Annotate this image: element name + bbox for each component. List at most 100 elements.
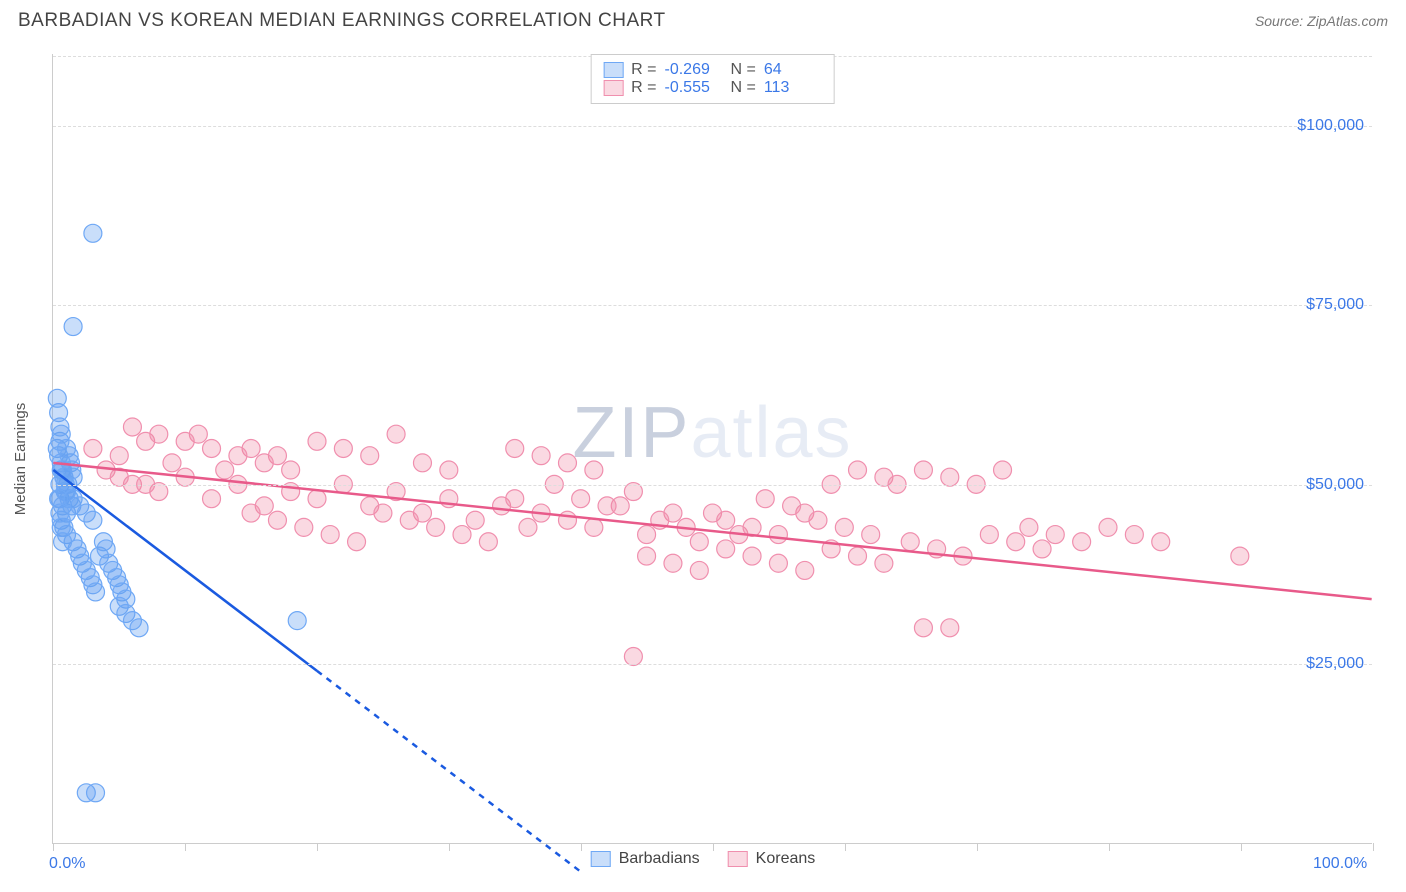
stat-r-value: -0.555 [665,79,723,97]
data-point [849,461,867,479]
y-tick-label: $25,000 [1306,655,1364,673]
legend-swatch [603,62,623,78]
data-point [1152,533,1170,551]
gridline [53,305,1372,306]
data-point [176,432,194,450]
data-point [87,583,105,601]
data-point [268,511,286,529]
x-tick [1373,843,1374,851]
data-point [914,461,932,479]
legend-item: Barbadians [591,850,700,868]
data-point [585,461,603,479]
data-point [941,468,959,486]
y-tick-label: $50,000 [1306,476,1364,494]
data-point [598,497,616,515]
legend-swatch [603,80,623,96]
x-tick [317,843,318,851]
data-point [756,490,774,508]
data-point [229,447,247,465]
data-point [479,533,497,551]
x-tick-label: 100.0% [1313,855,1367,873]
data-point [1231,547,1249,565]
chart-title: BARBADIAN VS KOREAN MEDIAN EARNINGS CORR… [18,10,666,32]
data-point [994,461,1012,479]
data-point [1020,518,1038,536]
data-point [466,511,484,529]
data-point [849,547,867,565]
x-tick [845,843,846,851]
data-point [203,490,221,508]
data-point [203,440,221,458]
x-tick [1109,843,1110,851]
data-point [308,490,326,508]
data-point [690,533,708,551]
y-axis-label: Median Earnings [12,403,29,516]
data-point [84,511,102,529]
data-point [453,526,471,544]
data-point [110,447,128,465]
data-point [361,447,379,465]
data-point [54,533,72,551]
data-point [1099,518,1117,536]
legend-label: Koreans [756,850,816,868]
stat-n-value: 113 [764,79,822,97]
data-point [783,497,801,515]
chart-container: Median Earnings ZIPatlas R =-0.269N =64R… [18,44,1388,874]
data-point [862,526,880,544]
x-tick-label: 0.0% [49,855,85,873]
y-tick-label: $100,000 [1297,117,1364,135]
data-point [664,554,682,572]
scatter-svg [53,54,1372,843]
x-tick [53,843,54,851]
data-point [519,518,537,536]
data-point [123,418,141,436]
stat-n-label: N = [731,61,756,79]
data-point [374,504,392,522]
legend-stat-row: R = -0.555 N = 113 [603,79,822,97]
data-point [980,526,998,544]
legend-swatch [591,851,611,867]
data-point [875,554,893,572]
data-point [150,425,168,443]
data-point [506,440,524,458]
stat-n-label: N = [731,79,756,97]
data-point [769,554,787,572]
gridline [53,485,1372,486]
data-point [288,612,306,630]
legend-item: Koreans [728,850,816,868]
y-tick-label: $75,000 [1306,296,1364,314]
data-point [624,648,642,666]
source-label: Source: ZipAtlas.com [1255,13,1388,29]
data-point [638,526,656,544]
data-point [1007,533,1025,551]
trend-line [317,671,581,872]
data-point [835,518,853,536]
data-point [413,454,431,472]
data-point [769,526,787,544]
data-point [914,619,932,637]
data-point [941,619,959,637]
data-point [690,561,708,579]
data-point [532,447,550,465]
data-point [348,533,366,551]
stat-r-value: -0.269 [665,61,723,79]
legend-swatch [728,851,748,867]
legend-label: Barbadians [619,850,700,868]
data-point [558,454,576,472]
data-point [717,511,735,529]
data-point [1073,533,1091,551]
data-point [87,784,105,802]
legend-stats: R = -0.269 N = 64 R = -0.555 N = 113 [590,54,835,104]
gridline [53,126,1372,127]
stat-r-label: R = [631,79,656,97]
data-point [216,461,234,479]
x-tick [1241,843,1242,851]
stat-n-value: 64 [764,61,822,79]
stat-r-label: R = [631,61,656,79]
data-point [1125,526,1143,544]
trend-line [53,463,1371,599]
data-point [809,511,827,529]
data-point [84,440,102,458]
data-point [255,454,273,472]
legend-stat-row: R = -0.269 N = 64 [603,61,822,79]
